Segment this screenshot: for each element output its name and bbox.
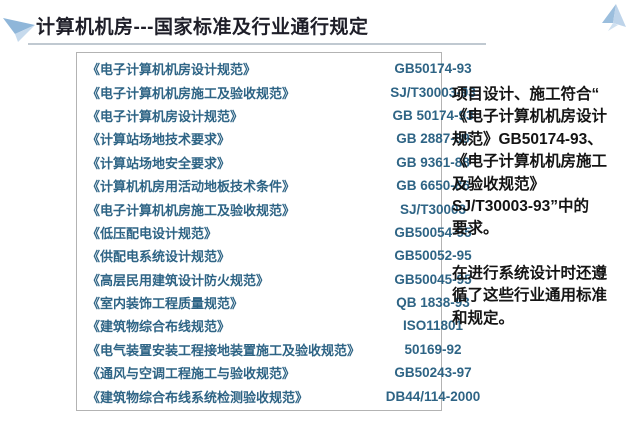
standard-code: ISO11801 (402, 318, 464, 334)
standard-code: GB 6650-86 (396, 178, 470, 194)
standard-name: 《电气装置安装工程接地装置施工及验收规范》 (87, 342, 361, 358)
standards-table: 《电子计算机机房设计规范》 GB50174-93 《电子计算机机房施工及验收规范… (76, 52, 480, 411)
table-row: 《电子计算机机房施工及验收规范》 SJ/T30003-93 (77, 80, 476, 103)
standard-name: 《电子计算机房设计规范》 (87, 108, 244, 124)
standard-name: 《低压配电设计规范》 (87, 225, 218, 241)
table-row: 《电子计算机机房施工及验收规范》 SJ/T30003 (77, 197, 466, 220)
side-notes: 项目设计、施工符合“ 《电子计算机机房设计 规范》GB50174-93、 《电子… (452, 84, 640, 330)
standard-code: DB44/114-2000 (385, 388, 481, 404)
standard-name: 《建筑物综合布线规范》 (87, 319, 231, 335)
table-row: 《供配电系统设计规范》 GB50052-95 (77, 244, 472, 267)
table-row: 《高层民用建筑设计防火规范》 GB50045-95 (77, 268, 472, 291)
paper-plane-icon (602, 4, 626, 31)
standard-name: 《计算站场地安全要求》 (87, 155, 231, 171)
standard-code: SJ/T30003 (399, 201, 467, 217)
table-row: 《计算站场地安全要求》 GB 9361-88 (77, 151, 470, 174)
page-title: 计算机机房---国家标准及行业通行规定 (36, 17, 369, 38)
standard-code: GB 50174-93 (392, 107, 474, 123)
standard-code: GB50045-95 (394, 271, 472, 287)
standard-name: 《高层民用建筑设计防火规范》 (87, 272, 270, 288)
standard-name: 《供配电系统设计规范》 (87, 249, 231, 265)
note-compliance: 项目设计、施工符合“ 《电子计算机机房设计 规范》GB50174-93、 《电子… (452, 86, 608, 238)
standard-code: GB50243-97 (394, 365, 472, 381)
standard-name: 《建筑物综合布线系统检测验收规范》 (87, 389, 309, 405)
standard-name: 《室内装饰工程质量规范》 (87, 296, 244, 312)
table-row: 《通风与空调工程施工与验收规范》 GB50243-97 (77, 361, 472, 384)
standard-code: GB50052-95 (394, 248, 472, 264)
table-row: 《室内装饰工程质量规范》 QB 1838-93 (77, 291, 470, 314)
standard-name: 《电子计算机机房施工及验收规范》 (87, 202, 296, 218)
table-row: 《计算站场地技术要求》 GB 2887-89 (77, 127, 470, 150)
standard-name: 《电子计算机机房施工及验收规范》 (87, 85, 296, 101)
standard-code: SJ/T30003-93 (390, 84, 476, 100)
table-row: 《电子计算机机房设计规范》 GB50174-93 (77, 57, 472, 80)
table-row: 《计算机机房用活动地板技术条件》 GB 6650-86 (77, 174, 470, 197)
standard-code: QB 1838-93 (396, 295, 470, 311)
standard-code: GB50054-95 (394, 224, 472, 240)
standard-name: 《电子计算机机房设计规范》 (87, 62, 257, 78)
table-row: 《建筑物综合布线系统检测验收规范》 DB44/114-2000 (77, 384, 480, 407)
note-system-design: 在进行系统设计时还遵 循了这些行业通用标准 和规定。 (452, 264, 608, 327)
standard-code: GB50174-93 (394, 61, 472, 77)
table-row: 《电子计算机房设计规范》 GB 50174-93 (77, 104, 474, 127)
standard-code: 50169-92 (404, 341, 462, 357)
paper-plane-icon (3, 18, 35, 42)
table-row: 《建筑物综合布线规范》 ISO11801 (77, 314, 463, 337)
standard-name: 《通风与空调工程施工与验收规范》 (87, 366, 296, 382)
standard-name: 《计算机机房用活动地板技术条件》 (87, 179, 296, 195)
table-row: 《低压配电设计规范》 GB50054-95 (77, 221, 472, 244)
title-underline (28, 43, 486, 45)
standard-code: GB 9361-88 (396, 154, 470, 170)
standard-name: 《计算站场地技术要求》 (87, 132, 231, 148)
standard-code: GB 2887-89 (396, 131, 470, 147)
table-row: 《电气装置安装工程接地装置施工及验收规范》 50169-92 (77, 338, 462, 361)
